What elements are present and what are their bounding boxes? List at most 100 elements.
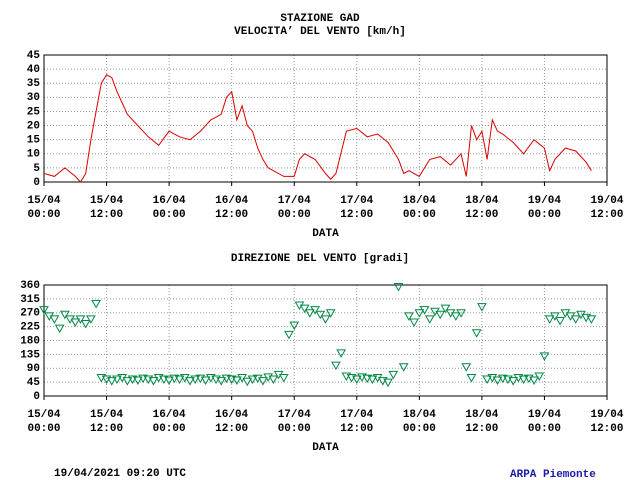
direction-point bbox=[49, 315, 60, 324]
direction-point bbox=[304, 309, 315, 318]
y-tick-label: 135 bbox=[20, 349, 40, 361]
direction-point bbox=[529, 376, 539, 385]
direction-point bbox=[440, 304, 451, 314]
x-tick-label: 17/04 00:00 bbox=[278, 195, 311, 221]
y-tick-label: 45 bbox=[27, 377, 41, 389]
direction-point bbox=[91, 300, 101, 309]
y-tick-label: 20 bbox=[27, 120, 40, 132]
x-tick-label: 18/04 12:00 bbox=[465, 409, 498, 435]
direction-point bbox=[70, 318, 81, 328]
direction-point bbox=[461, 363, 472, 372]
direction-point bbox=[586, 315, 597, 324]
direction-point bbox=[544, 315, 555, 324]
x-tick-label: 16/04 12:00 bbox=[215, 409, 248, 435]
direction-point bbox=[383, 378, 393, 388]
x-axis-label: DATA bbox=[312, 228, 339, 240]
direction-point bbox=[310, 306, 320, 315]
direction-point bbox=[86, 315, 96, 324]
x-tick-label: 18/04 00:00 bbox=[403, 195, 436, 221]
plot-frame bbox=[43, 284, 608, 397]
direction-point bbox=[258, 377, 268, 386]
x-tick-label: 15/04 00:00 bbox=[27, 409, 60, 435]
direction-point bbox=[466, 374, 477, 383]
direction-point bbox=[539, 352, 550, 361]
direction-point bbox=[127, 375, 138, 385]
y-tick-label: 10 bbox=[27, 149, 40, 161]
timestamp: 19/04/2021 09:20 UTC bbox=[54, 468, 186, 480]
direction-point bbox=[424, 315, 435, 324]
y-tick-label: 25 bbox=[27, 106, 41, 118]
direction-point bbox=[75, 315, 86, 324]
x-tick-label: 19/04 12:00 bbox=[590, 195, 623, 221]
direction-point bbox=[450, 312, 461, 321]
direction-point bbox=[325, 309, 336, 318]
y-tick-label: 270 bbox=[20, 308, 40, 320]
direction-point bbox=[367, 375, 378, 385]
direction-point bbox=[148, 377, 159, 386]
direction-point bbox=[221, 374, 232, 384]
direction-point bbox=[388, 370, 399, 380]
direction-point bbox=[393, 283, 404, 292]
direction-point bbox=[409, 318, 419, 328]
direction-point bbox=[247, 375, 258, 385]
direction-point bbox=[284, 330, 294, 340]
direction-point bbox=[289, 321, 300, 331]
direction-point bbox=[477, 303, 487, 312]
direction-point bbox=[185, 377, 195, 386]
page-title: STAZIONE GAD bbox=[280, 13, 360, 25]
direction-point bbox=[159, 375, 169, 385]
direction-point bbox=[54, 324, 65, 334]
y-tick-label: 0 bbox=[33, 177, 40, 189]
direction-point bbox=[315, 310, 326, 320]
direction-point bbox=[398, 363, 409, 372]
direction-point bbox=[200, 376, 211, 385]
x-tick-label: 19/04 00:00 bbox=[528, 195, 561, 221]
x-tick-label: 18/04 12:00 bbox=[465, 195, 498, 221]
x-tick-label: 16/04 12:00 bbox=[215, 195, 248, 221]
y-tick-label: 0 bbox=[33, 391, 40, 403]
y-tick-label: 180 bbox=[20, 335, 40, 347]
plot-frame bbox=[43, 54, 608, 183]
chart-title: VELOCITA’ DEL VENTO [km/h] bbox=[234, 26, 406, 38]
direction-point bbox=[419, 306, 430, 315]
y-tick-label: 40 bbox=[27, 64, 40, 76]
direction-point bbox=[138, 374, 148, 384]
y-tick-label: 35 bbox=[27, 78, 41, 90]
direction-point bbox=[80, 320, 91, 329]
direction-point bbox=[132, 376, 143, 385]
direction-point bbox=[299, 304, 310, 314]
speed-line bbox=[43, 74, 592, 183]
direction-point bbox=[232, 376, 242, 385]
direction-point bbox=[508, 377, 519, 386]
direction-point bbox=[518, 375, 529, 385]
y-tick-label: 30 bbox=[27, 92, 40, 104]
x-tick-label: 17/04 12:00 bbox=[340, 409, 373, 435]
direction-point bbox=[278, 374, 289, 383]
direction-point bbox=[320, 315, 331, 324]
x-tick-label: 19/04 00:00 bbox=[528, 409, 561, 435]
direction-point bbox=[456, 309, 466, 318]
direction-point bbox=[331, 361, 341, 371]
direction-point bbox=[39, 306, 49, 315]
direction-point bbox=[174, 375, 185, 385]
chart-title: DIREZIONE DEL VENTO [gradi] bbox=[231, 253, 409, 265]
source: ARPA Piemonte bbox=[510, 469, 596, 480]
y-tick-label: 45 bbox=[27, 50, 41, 62]
direction-point bbox=[550, 312, 560, 321]
direction-point bbox=[59, 310, 70, 320]
x-axis-label: DATA bbox=[312, 442, 339, 454]
direction-point bbox=[482, 375, 492, 385]
y-tick-label: 360 bbox=[20, 280, 40, 292]
direction-point bbox=[112, 375, 122, 385]
direction-point bbox=[555, 316, 565, 326]
direction-point bbox=[169, 374, 180, 384]
direction-point bbox=[226, 375, 237, 385]
direction-point bbox=[336, 349, 347, 358]
x-tick-label: 17/04 12:00 bbox=[340, 195, 373, 221]
x-tick-label: 15/04 00:00 bbox=[27, 195, 60, 221]
direction-point bbox=[492, 376, 503, 385]
x-tick-label: 18/04 00:00 bbox=[403, 409, 436, 435]
direction-point bbox=[216, 377, 227, 386]
x-tick-label: 19/04 12:00 bbox=[590, 409, 623, 435]
